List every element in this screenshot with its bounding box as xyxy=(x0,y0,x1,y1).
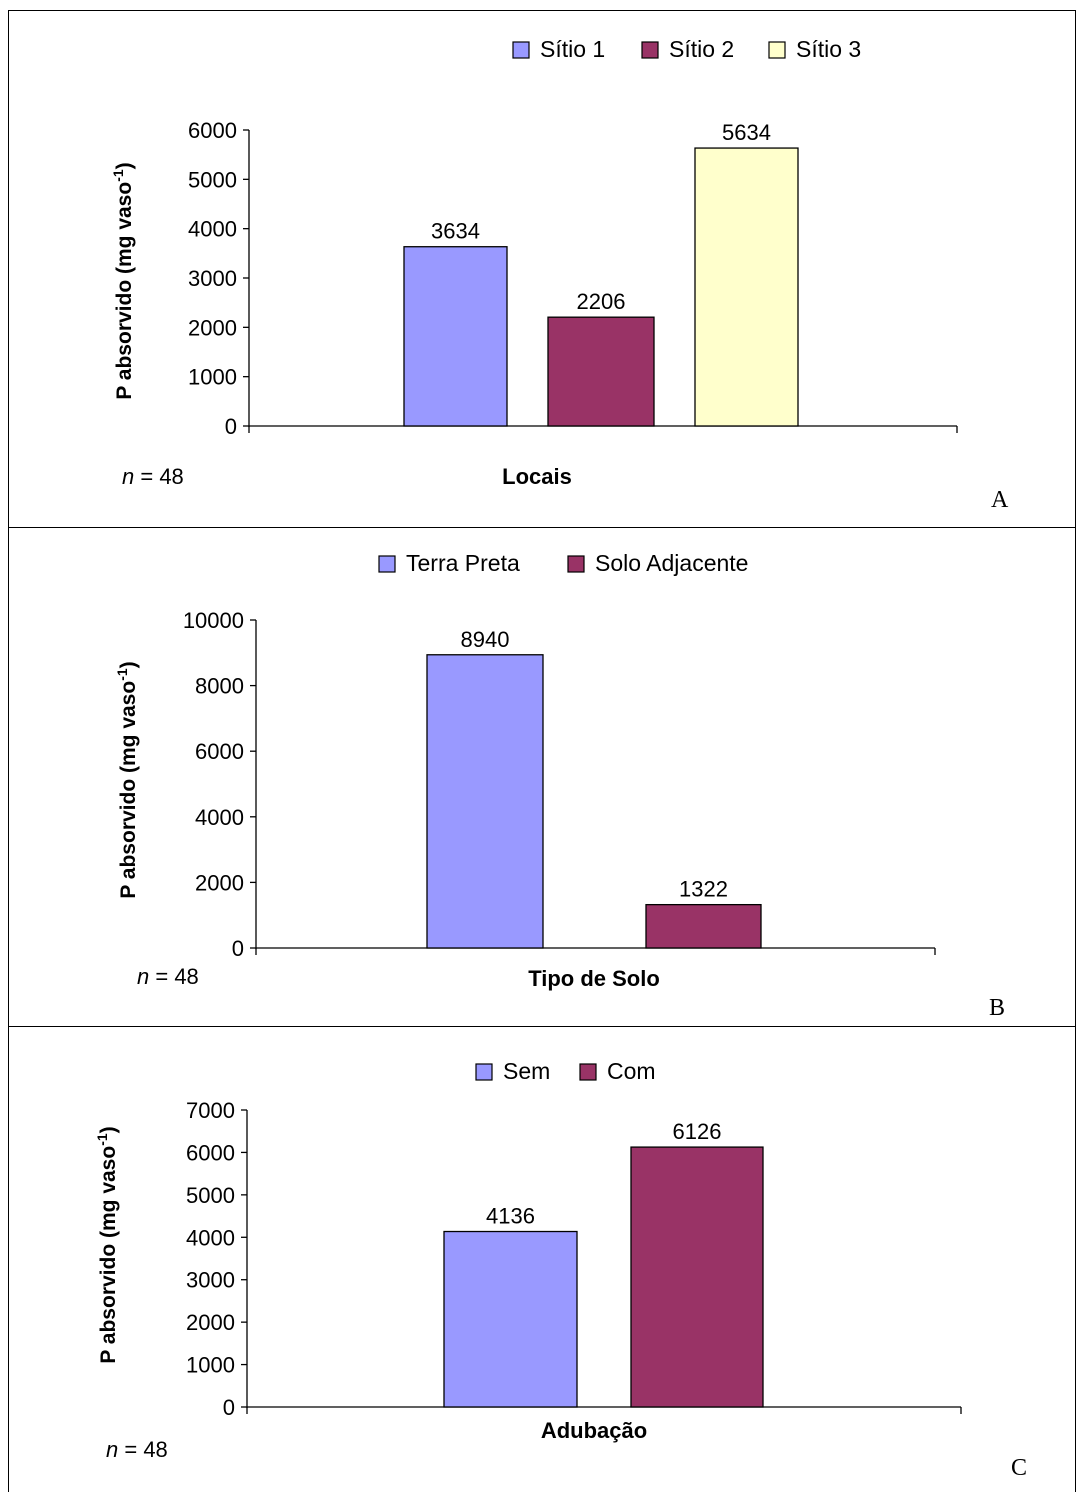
y-tick-label: 6000 xyxy=(195,739,244,764)
bar xyxy=(426,654,544,949)
chart-panel-a: 0 1000 2000 3000 4000 5000 6000 3634 2206 5634 Sít… xyxy=(8,10,1076,528)
n-label: n = 48 xyxy=(137,964,199,989)
legend-swatch xyxy=(475,1063,493,1081)
data-label: 2206 xyxy=(577,289,626,314)
bar xyxy=(403,246,508,427)
bar xyxy=(630,1146,764,1408)
legend-swatch xyxy=(378,555,396,573)
legend-swatch xyxy=(512,41,530,59)
x-axis-label: Adubação xyxy=(541,1418,647,1443)
data-label: 6126 xyxy=(673,1119,722,1144)
y-tick-label: 0 xyxy=(223,1395,235,1420)
legend-label: Sítio 2 xyxy=(669,36,734,62)
data-label: 1322 xyxy=(679,877,728,902)
y-tick-label: 2000 xyxy=(186,1310,235,1335)
y-tick-label: 8000 xyxy=(195,674,244,699)
y-axis-label: P absorvido (mg vaso-1) xyxy=(110,162,136,399)
y-tick-label: 2000 xyxy=(195,870,244,895)
y-tick-label: 3000 xyxy=(186,1268,235,1293)
bar xyxy=(645,903,762,949)
legend-label: Sítio 3 xyxy=(796,36,861,62)
legend-swatch xyxy=(768,41,786,59)
legend-swatch xyxy=(567,555,585,573)
chart-a-svg: 0 1000 2000 3000 4000 5000 6000 3634 2206 5634 Sít… xyxy=(110,36,958,489)
legend-label: Sem xyxy=(503,1058,550,1084)
y-tick-label: 1000 xyxy=(186,1353,235,1378)
n-label: n = 48 xyxy=(106,1437,168,1462)
chart-panel-b: 0 2000 4000 6000 8000 10000 8940 1322 Terra Pret… xyxy=(8,528,1076,1027)
bar xyxy=(547,316,655,427)
y-tick-label: 4000 xyxy=(188,217,237,242)
y-tick-label: 0 xyxy=(225,414,237,439)
panel-letter-b: B xyxy=(989,995,1006,1021)
y-tick-label: 5000 xyxy=(186,1183,235,1208)
chart-panel-c: 0 1000 2000 3000 4000 5000 6000 7000 4136 6126 Sem… xyxy=(8,1027,1076,1492)
n-label: n = 48 xyxy=(122,464,184,489)
data-label: 5634 xyxy=(722,120,771,145)
data-label: 3634 xyxy=(431,219,480,244)
panel-letter-c: C xyxy=(1011,1455,1028,1481)
y-axis-label: P absorvido (mg vaso-1) xyxy=(114,661,140,898)
legend-label: Sítio 1 xyxy=(540,36,605,62)
y-tick-label: 5000 xyxy=(188,167,237,192)
chart-b-svg: 0 2000 4000 6000 8000 10000 8940 1322 Terra Pret… xyxy=(114,550,936,991)
y-axis-label: P absorvido (mg vaso-1) xyxy=(94,1126,120,1363)
legend-label: Com xyxy=(607,1058,656,1084)
bar xyxy=(694,147,799,427)
y-tick-label: 1000 xyxy=(188,365,237,390)
y-tick-label: 4000 xyxy=(195,805,244,830)
y-tick-label: 10000 xyxy=(183,608,244,633)
data-label: 8940 xyxy=(461,627,510,652)
y-tick-label: 7000 xyxy=(186,1098,235,1123)
y-tick-label: 6000 xyxy=(186,1140,235,1165)
legend-swatch xyxy=(641,41,659,59)
y-tick-label: 4000 xyxy=(186,1225,235,1250)
data-label: 4136 xyxy=(486,1204,535,1229)
x-axis-label: Locais xyxy=(502,464,572,489)
x-axis-label: Tipo de Solo xyxy=(528,966,660,991)
y-tick-label: 3000 xyxy=(188,266,237,291)
y-tick-label: 0 xyxy=(232,936,244,961)
legend-swatch xyxy=(579,1063,597,1081)
y-tick-label: 2000 xyxy=(188,315,237,340)
panel-letter-a: A xyxy=(991,487,1009,513)
chart-c-svg: 0 1000 2000 3000 4000 5000 6000 7000 4136 6126 Sem… xyxy=(94,1058,962,1462)
legend-label: Solo Adjacente xyxy=(595,550,748,576)
legend-label: Terra Preta xyxy=(406,550,520,576)
y-tick-label: 6000 xyxy=(188,118,237,143)
bar xyxy=(443,1230,578,1408)
